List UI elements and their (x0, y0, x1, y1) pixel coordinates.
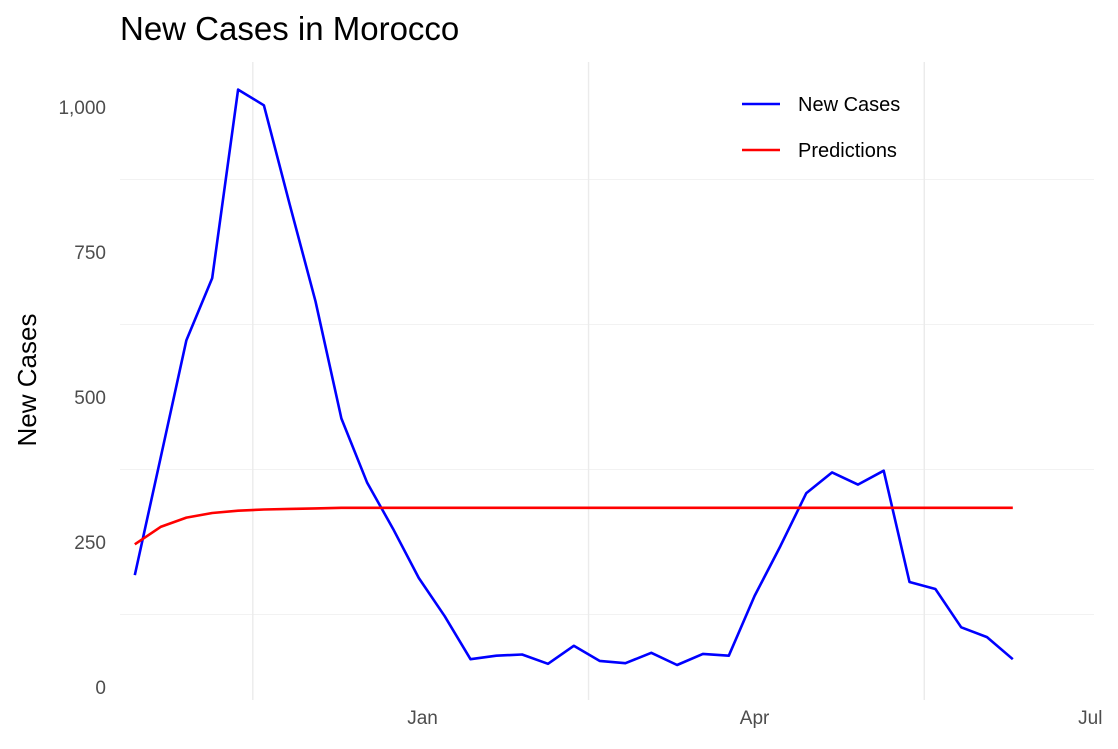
y-tick-label: 0 (95, 678, 106, 699)
y-tick-label: 750 (74, 243, 106, 264)
y-tick-label: 250 (74, 533, 106, 554)
series-line-new-cases (133, 88, 1014, 667)
grid-lines (120, 62, 1094, 700)
x-tick-label: Apr (740, 708, 770, 729)
y-axis-title: New Cases (12, 314, 42, 447)
series-line-predictions (134, 506, 1013, 546)
legend-label-predictions: Predictions (798, 140, 897, 162)
legend: New Cases Predictions (742, 94, 900, 162)
y-tick-label: 500 (74, 388, 106, 409)
chart-title: New Cases in Morocco (120, 10, 459, 47)
y-tick-label: 1,000 (58, 98, 106, 119)
axis-labels: 0 250 500 750 1,000 Jan Apr Jul (58, 98, 1102, 729)
x-tick-label: Jan (407, 708, 438, 729)
x-tick-label: Jul (1078, 708, 1102, 729)
legend-label-new-cases: New Cases (798, 94, 900, 116)
series-lines (133, 88, 1014, 667)
